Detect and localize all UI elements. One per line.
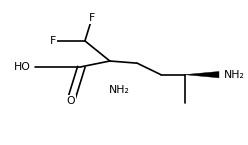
Text: NH₂: NH₂ xyxy=(224,70,245,80)
Text: F: F xyxy=(89,13,95,23)
Text: NH₂: NH₂ xyxy=(109,85,130,95)
Polygon shape xyxy=(185,71,219,78)
Text: HO: HO xyxy=(13,62,30,72)
Text: O: O xyxy=(66,96,75,106)
Text: F: F xyxy=(50,36,56,46)
